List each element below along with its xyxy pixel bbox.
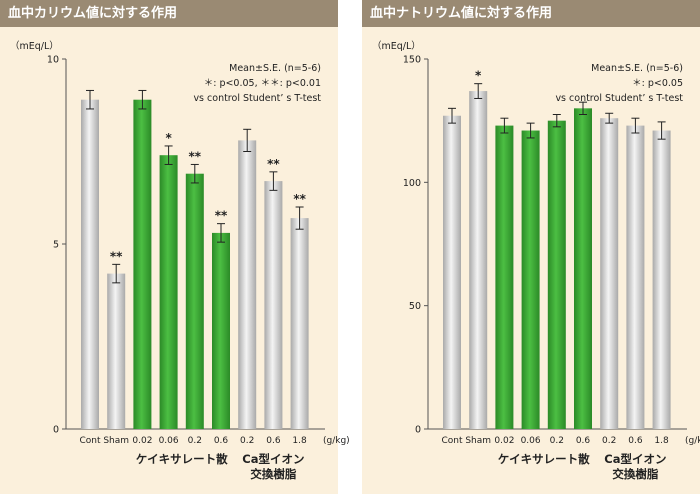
group-label-keikisaleto: ケイキサレート散 [136, 452, 228, 466]
group-label-keikisaleto: ケイキサレート散 [498, 452, 590, 466]
legend-line: Mean±S.E. (n=5-6) [591, 63, 683, 74]
x-tick-label: 0.2 [550, 436, 564, 446]
y-unit-label: （mEq/L） [372, 40, 421, 52]
bar [495, 125, 514, 429]
x-tick-label: 1.8 [654, 436, 669, 446]
x-tick-label: 0.2 [188, 436, 202, 446]
x-tick-label: 0.02 [132, 436, 152, 446]
significance-mark: ** [189, 149, 202, 163]
bar [107, 273, 126, 429]
legend-line: ＊: p<0.05, ＊＊: p<0.01 [204, 78, 321, 89]
group-label-ca-ion-line2: 交換樹脂 [612, 467, 658, 481]
y-tick-label: 100 [403, 178, 421, 189]
x-tick-label: Sham [465, 436, 491, 446]
bar [238, 140, 257, 429]
sodium-chart-title: 血中ナトリウム値に対する作用 [362, 0, 700, 27]
x-tick-label: Cont [79, 436, 100, 446]
potassium-chart: （mEq/L） 0 5 10 Cont ** Sham 0.02 * 0.06 ** 0.2 ** 0.6… [10, 40, 350, 481]
bar [212, 232, 230, 429]
bar [547, 120, 566, 430]
x-unit-label: (g/kg) [685, 436, 700, 446]
bar [626, 125, 645, 429]
bar [521, 130, 540, 429]
bar [133, 99, 152, 429]
legend-line: vs control Student’ s T-test [193, 93, 321, 104]
legend-line: ＊: p<0.05 [632, 78, 683, 89]
x-tick-label: 0.2 [240, 436, 254, 446]
group-label-ca-ion-line1: Ca型イオン [242, 452, 304, 466]
significance-mark: ** [293, 192, 306, 206]
significance-mark: ** [110, 249, 123, 263]
sodium-panel: 血中ナトリウム値に対する作用 （mEq/L） 0 50 100 150 Cont * Sham… [362, 0, 700, 494]
bar [185, 173, 204, 429]
significance-mark: ** [267, 157, 280, 171]
bar [264, 181, 283, 429]
x-tick-label: 0.6 [214, 436, 229, 446]
x-tick-label: 0.6 [266, 436, 281, 446]
legend-line: Mean±S.E. (n=5-6) [229, 63, 321, 74]
x-unit-label: (g/kg) [323, 436, 350, 446]
legend-line: vs control Student’ s T-test [555, 93, 683, 104]
x-tick-label: 1.8 [292, 436, 307, 446]
bar [600, 118, 619, 429]
bar [290, 218, 309, 429]
x-tick-label: 0.6 [628, 436, 643, 446]
y-tick-label: 50 [409, 301, 421, 312]
y-unit-label: （mEq/L） [10, 40, 59, 52]
group-label-ca-ion-line1: Ca型イオン [604, 452, 666, 466]
potassium-panel: 血中カリウム値に対する作用 （mEq/L） 0 5 10 Cont ** Sham 0.02 *… [0, 0, 350, 494]
x-tick-label: 0.06 [159, 436, 179, 446]
significance-mark: * [475, 69, 482, 83]
bar [652, 130, 671, 429]
x-tick-label: Sham [103, 436, 129, 446]
x-tick-label: Cont [441, 436, 462, 446]
x-tick-label: 0.2 [602, 436, 616, 446]
group-label-ca-ion-line2: 交換樹脂 [250, 467, 296, 481]
y-tick-label: 150 [403, 55, 421, 66]
y-tick-label: 0 [53, 425, 59, 436]
x-tick-label: 0.06 [521, 436, 541, 446]
bar [469, 91, 488, 430]
sodium-chart: （mEq/L） 0 50 100 150 Cont * Sham 0.02 0.06 0.2 0.6 0… [372, 40, 700, 481]
potassium-chart-title: 血中カリウム値に対する作用 [0, 0, 338, 27]
significance-mark: * [165, 131, 172, 145]
y-tick-label: 10 [47, 55, 59, 66]
significance-mark: ** [215, 209, 228, 223]
x-tick-label: 0.6 [576, 436, 591, 446]
bar [159, 155, 178, 429]
x-tick-label: 0.02 [494, 436, 514, 446]
y-tick-label: 0 [415, 425, 421, 436]
bar [81, 99, 99, 429]
bar [443, 115, 461, 429]
bar [574, 108, 592, 429]
y-tick-label: 5 [53, 240, 59, 251]
